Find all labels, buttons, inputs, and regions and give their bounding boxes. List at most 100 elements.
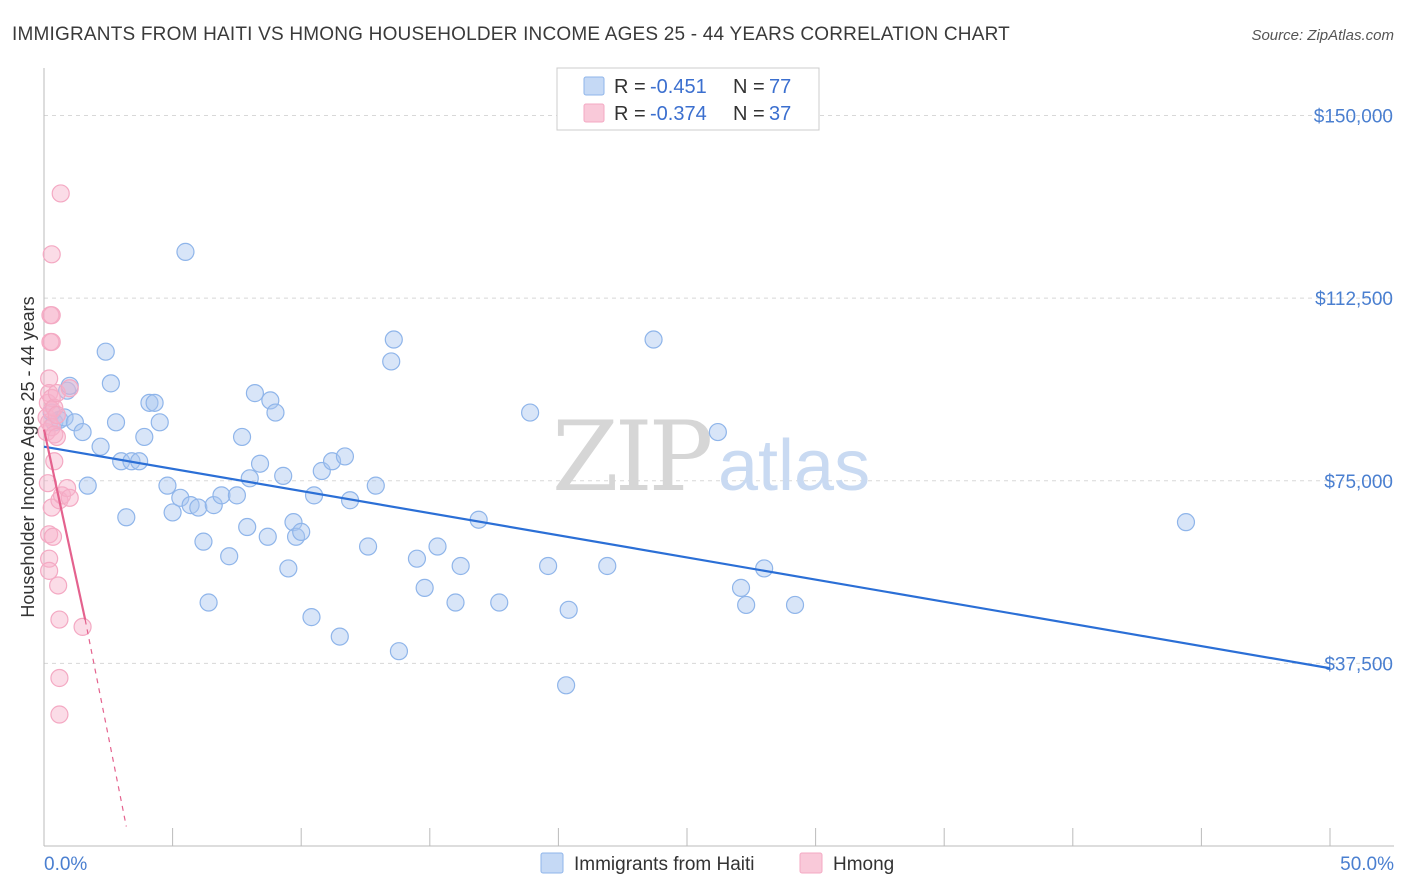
point-haiti-35 xyxy=(240,469,259,488)
legend-r-label-hmong: R = xyxy=(614,103,646,125)
point-haiti-10 xyxy=(96,342,115,361)
point-hmong-20 xyxy=(45,398,64,417)
point-haiti-66 xyxy=(539,556,558,576)
point-haiti-72 xyxy=(731,578,751,597)
point-haiti-17 xyxy=(135,427,154,447)
point-haiti-56 xyxy=(384,330,403,349)
point-haiti-70 xyxy=(644,330,663,349)
legend-n-label-haiti: N = xyxy=(733,76,765,98)
point-haiti-24 xyxy=(176,242,195,261)
point-haiti-46 xyxy=(302,608,321,627)
x-tick-min: 0.0% xyxy=(44,854,87,875)
point-haiti-50 xyxy=(330,627,349,646)
chart-source: Source: ZipAtlas.com xyxy=(1251,27,1394,44)
y-tick-label-2: $112,500 xyxy=(1315,289,1393,310)
gridlines xyxy=(44,115,1394,664)
point-haiti-74 xyxy=(755,559,774,578)
point-hmong-30 xyxy=(50,705,69,724)
point-haiti-60 xyxy=(428,537,447,556)
legend-r-label-haiti: R = xyxy=(614,76,646,98)
point-haiti-41 xyxy=(274,466,293,485)
point-haiti-43 xyxy=(284,513,303,532)
point-haiti-21 xyxy=(158,476,177,495)
y-tick-label-1: $75,000 xyxy=(1324,472,1393,493)
point-hmong-14 xyxy=(42,332,61,352)
point-hmong-35 xyxy=(60,379,79,398)
point-hmong-24 xyxy=(47,405,66,425)
point-haiti-54 xyxy=(366,476,385,495)
point-haiti-45 xyxy=(292,522,311,541)
point-haiti-33 xyxy=(232,427,252,447)
point-haiti-64 xyxy=(490,593,509,612)
point-haiti-22 xyxy=(163,503,182,522)
point-hmong-28 xyxy=(50,610,69,629)
point-haiti-23 xyxy=(171,488,190,507)
point-haiti-36 xyxy=(245,384,265,403)
point-hmong-13 xyxy=(42,306,61,325)
chart-title: IMMIGRANTS FROM HAITI VS HMONG HOUSEHOLD… xyxy=(12,24,1010,45)
point-haiti-61 xyxy=(446,593,465,612)
x-tick-max: 50.0% xyxy=(1340,854,1394,875)
series-haiti-points xyxy=(42,242,1196,695)
point-haiti-9 xyxy=(91,437,110,456)
point-haiti-53 xyxy=(358,537,378,556)
point-hmong-29 xyxy=(50,668,69,688)
point-haiti-20 xyxy=(150,413,169,432)
point-haiti-19 xyxy=(145,393,164,412)
point-haiti-44 xyxy=(286,527,306,546)
point-haiti-7 xyxy=(73,422,92,442)
point-haiti-38 xyxy=(258,527,277,546)
point-haiti-37 xyxy=(250,454,270,473)
bottom-legend-swatch-hmong xyxy=(799,852,823,874)
point-hmong-22 xyxy=(45,452,64,471)
legend-swatch-hmong xyxy=(583,103,605,123)
point-hmong-12 xyxy=(42,245,61,264)
point-haiti-18 xyxy=(140,393,159,412)
point-haiti-40 xyxy=(266,403,285,422)
y-axis-title: Householder Income Ages 25 - 44 years xyxy=(18,296,38,617)
point-haiti-71 xyxy=(708,422,727,442)
point-hmong-34 xyxy=(60,488,79,507)
point-haiti-62 xyxy=(451,556,470,576)
watermark-zip: ZIP xyxy=(552,401,711,513)
trendlines xyxy=(42,429,1331,827)
watermark: ZIP atlas xyxy=(552,401,870,513)
legend-r-value-haiti: -0.451 xyxy=(650,76,707,98)
bottom-legend-label-haiti: Immigrants from Haiti xyxy=(574,854,755,875)
point-haiti-6 xyxy=(65,413,84,432)
legend-n-value-haiti: 77 xyxy=(769,76,791,98)
bottom-legend: Immigrants from Haiti Hmong xyxy=(540,852,894,875)
bottom-legend-swatch-haiti xyxy=(540,852,564,874)
point-haiti-73 xyxy=(737,595,756,615)
point-haiti-51 xyxy=(335,447,355,466)
point-haiti-30 xyxy=(212,486,231,505)
point-haiti-76 xyxy=(1176,513,1196,532)
point-haiti-58 xyxy=(407,549,427,568)
point-haiti-57 xyxy=(389,642,409,661)
point-haiti-59 xyxy=(415,578,434,597)
point-haiti-32 xyxy=(227,486,246,505)
point-hmong-4 xyxy=(40,369,59,388)
legend-r-value-hmong: -0.374 xyxy=(650,103,707,125)
point-haiti-65 xyxy=(521,403,540,422)
point-haiti-34 xyxy=(238,517,257,537)
point-haiti-68 xyxy=(559,600,578,619)
point-haiti-31 xyxy=(220,547,239,566)
point-haiti-26 xyxy=(189,498,208,517)
point-haiti-12 xyxy=(106,413,126,432)
point-haiti-28 xyxy=(199,593,218,612)
legend-n-value-hmong: 37 xyxy=(769,103,791,125)
point-haiti-75 xyxy=(785,595,805,615)
point-hmong-26 xyxy=(49,576,68,595)
point-haiti-42 xyxy=(279,559,298,578)
point-haiti-11 xyxy=(101,374,120,393)
y-axis-tick-labels: $37,500 $75,000 $112,500 $150,000 xyxy=(1314,107,1393,676)
legend-n-label-hmong: N = xyxy=(733,103,765,125)
watermark-atlas: atlas xyxy=(718,426,870,506)
point-hmong-19 xyxy=(43,527,63,546)
point-hmong-25 xyxy=(47,427,66,447)
point-haiti-14 xyxy=(117,508,136,527)
y-tick-label-0: $37,500 xyxy=(1324,654,1393,675)
point-haiti-27 xyxy=(194,532,213,551)
